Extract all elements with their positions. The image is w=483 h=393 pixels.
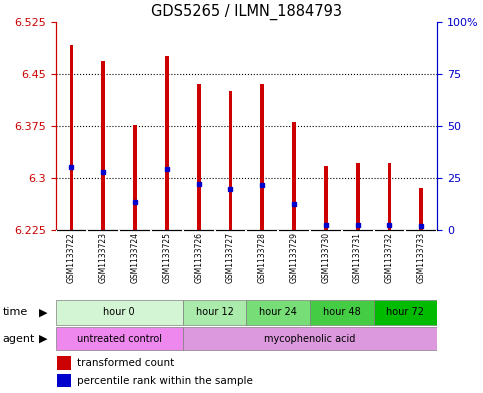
Bar (373, 300, 437, 325)
Text: GSM1133729: GSM1133729 (289, 232, 298, 283)
Text: GSM1133727: GSM1133727 (226, 232, 235, 283)
Bar (355, 163, 359, 230)
Bar (56, 327, 183, 351)
Text: GSM1133725: GSM1133725 (162, 232, 171, 283)
Text: GSM1133722: GSM1133722 (67, 232, 76, 283)
Text: GSM1133732: GSM1133732 (385, 232, 394, 283)
Text: time: time (2, 307, 28, 318)
Bar (133, 125, 137, 230)
Text: percentile rank within the sample: percentile rank within the sample (76, 376, 253, 386)
Bar (57, 356, 71, 369)
Text: untreated control: untreated control (77, 334, 162, 344)
Text: hour 12: hour 12 (196, 307, 233, 318)
Text: GSM1133731: GSM1133731 (353, 232, 362, 283)
Text: hour 0: hour 0 (103, 307, 135, 318)
Bar (260, 84, 264, 230)
Text: ▶: ▶ (39, 334, 48, 344)
Title: GDS5265 / ILMN_1884793: GDS5265 / ILMN_1884793 (151, 4, 342, 20)
Text: transformed count: transformed count (76, 358, 174, 368)
Bar (387, 163, 391, 230)
Bar (57, 374, 71, 387)
Text: GSM1133728: GSM1133728 (258, 232, 267, 283)
Text: GSM1133726: GSM1133726 (194, 232, 203, 283)
Text: GSM1133723: GSM1133723 (99, 232, 108, 283)
Bar (419, 188, 423, 230)
Text: GSM1133730: GSM1133730 (321, 232, 330, 283)
Text: GSM1133733: GSM1133733 (417, 232, 426, 283)
Bar (101, 61, 105, 230)
Bar (165, 56, 169, 230)
Bar (292, 121, 296, 230)
Text: GSM1133724: GSM1133724 (130, 232, 140, 283)
Text: hour 24: hour 24 (259, 307, 297, 318)
Text: ▶: ▶ (39, 307, 48, 318)
Bar (324, 166, 328, 230)
Text: mycophenolic acid: mycophenolic acid (264, 334, 355, 344)
Text: hour 48: hour 48 (323, 307, 361, 318)
Bar (56, 300, 183, 325)
Bar (183, 300, 246, 325)
Bar (228, 91, 232, 230)
Text: agent: agent (2, 334, 35, 344)
Text: hour 72: hour 72 (386, 307, 425, 318)
Bar (70, 44, 73, 230)
Bar (310, 300, 373, 325)
Bar (246, 300, 310, 325)
Bar (183, 327, 437, 351)
Bar (197, 84, 200, 230)
